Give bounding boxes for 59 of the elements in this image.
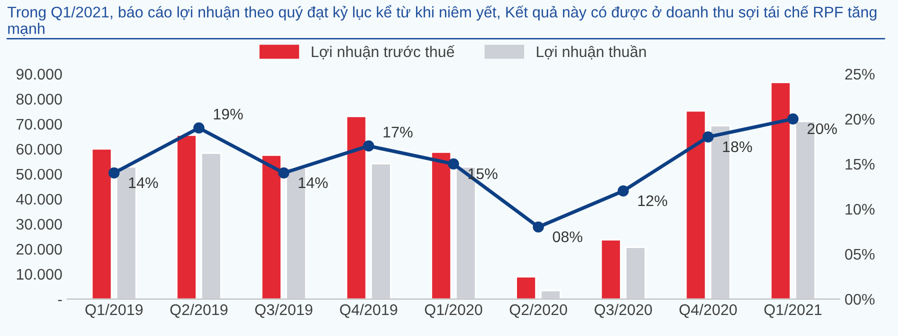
x-tick-label: Q3/2019	[255, 304, 312, 318]
y2-tick-label: 10%	[846, 204, 875, 215]
y-tick-label: 70.000	[16, 118, 62, 130]
data-label: 08%	[552, 231, 582, 242]
x-tick-label: Q1/2021	[764, 304, 822, 318]
point	[618, 185, 629, 197]
bar	[176, 134, 198, 300]
y2-tick-label: 05%	[845, 248, 875, 260]
x-tick-label: Q2/2019	[170, 304, 228, 318]
point	[532, 221, 544, 233]
y2-tick-label: 15%	[846, 158, 875, 170]
legend-label: Lợi nhuận thuần	[536, 45, 646, 60]
y-tick-label: -	[58, 300, 62, 302]
bar	[685, 110, 706, 300]
y-tick-label: 80.000	[16, 94, 62, 105]
point	[787, 113, 799, 124]
bar	[200, 152, 222, 300]
point	[448, 158, 460, 170]
y-tick-label: 50.000	[16, 168, 62, 180]
y-tick-label: 40.000	[16, 194, 62, 205]
y-tick-label: 10.000	[16, 268, 62, 280]
point	[193, 122, 204, 134]
chart-title: Trong Q1/2021, báo cáo lợi nhuận theo quý đạt kỷ lục kể từ khi niêm yết, Kết quả này có được ở doanh thu sợi tái chế RPF tăng mạnh	[8, 5, 876, 36]
data-label: 20%	[808, 123, 837, 134]
x-tick-label: Q1/2019	[85, 304, 143, 318]
data-label: 12%	[638, 195, 668, 206]
point	[702, 131, 714, 143]
x-tick-label: Q4/2020	[680, 304, 737, 318]
bar	[516, 276, 537, 300]
y2-tick-label: 25%	[845, 68, 875, 80]
bar	[540, 290, 562, 300]
y-tick-label: 60.000	[16, 144, 62, 155]
bar	[625, 246, 646, 300]
data-label: 14%	[129, 177, 158, 188]
y2-tick-label: 00%	[845, 294, 875, 305]
point	[278, 167, 290, 179]
y-tick-label: 30.000	[16, 218, 62, 230]
x-tick-label: Q2/2020	[510, 304, 568, 318]
x-tick-label: Q4/2019	[340, 304, 398, 318]
data-label: 15%	[468, 168, 498, 180]
x-tick-label: Q3/2020	[594, 304, 652, 318]
y-tick-label: 90.000	[16, 68, 62, 80]
data-label: 17%	[384, 126, 413, 138]
point	[363, 140, 374, 152]
bar	[370, 163, 392, 300]
y-tick-label: 20.000	[16, 244, 62, 255]
x-tick-label: Q1/2020	[424, 304, 482, 318]
point	[108, 167, 120, 179]
y2-tick-label: 20%	[845, 114, 875, 125]
data-label: 18%	[723, 141, 752, 152]
legend-label: Lợi nhuận trước thuế	[312, 45, 454, 60]
data-label: 14%	[298, 177, 328, 188]
bar	[430, 152, 452, 300]
bar	[261, 154, 282, 300]
bar	[346, 116, 367, 300]
bar	[91, 148, 112, 300]
bar	[600, 239, 622, 300]
data-label: 19%	[214, 108, 243, 120]
bar	[770, 82, 792, 300]
